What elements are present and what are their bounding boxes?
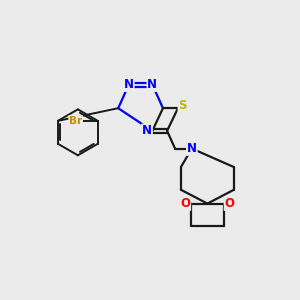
Text: O: O — [180, 197, 190, 210]
Text: N: N — [147, 78, 158, 91]
Text: Br: Br — [69, 116, 82, 126]
Text: N: N — [187, 142, 197, 155]
Text: N: N — [142, 124, 152, 137]
Text: O: O — [224, 197, 235, 210]
Text: N: N — [124, 78, 134, 91]
Text: S: S — [178, 99, 187, 112]
